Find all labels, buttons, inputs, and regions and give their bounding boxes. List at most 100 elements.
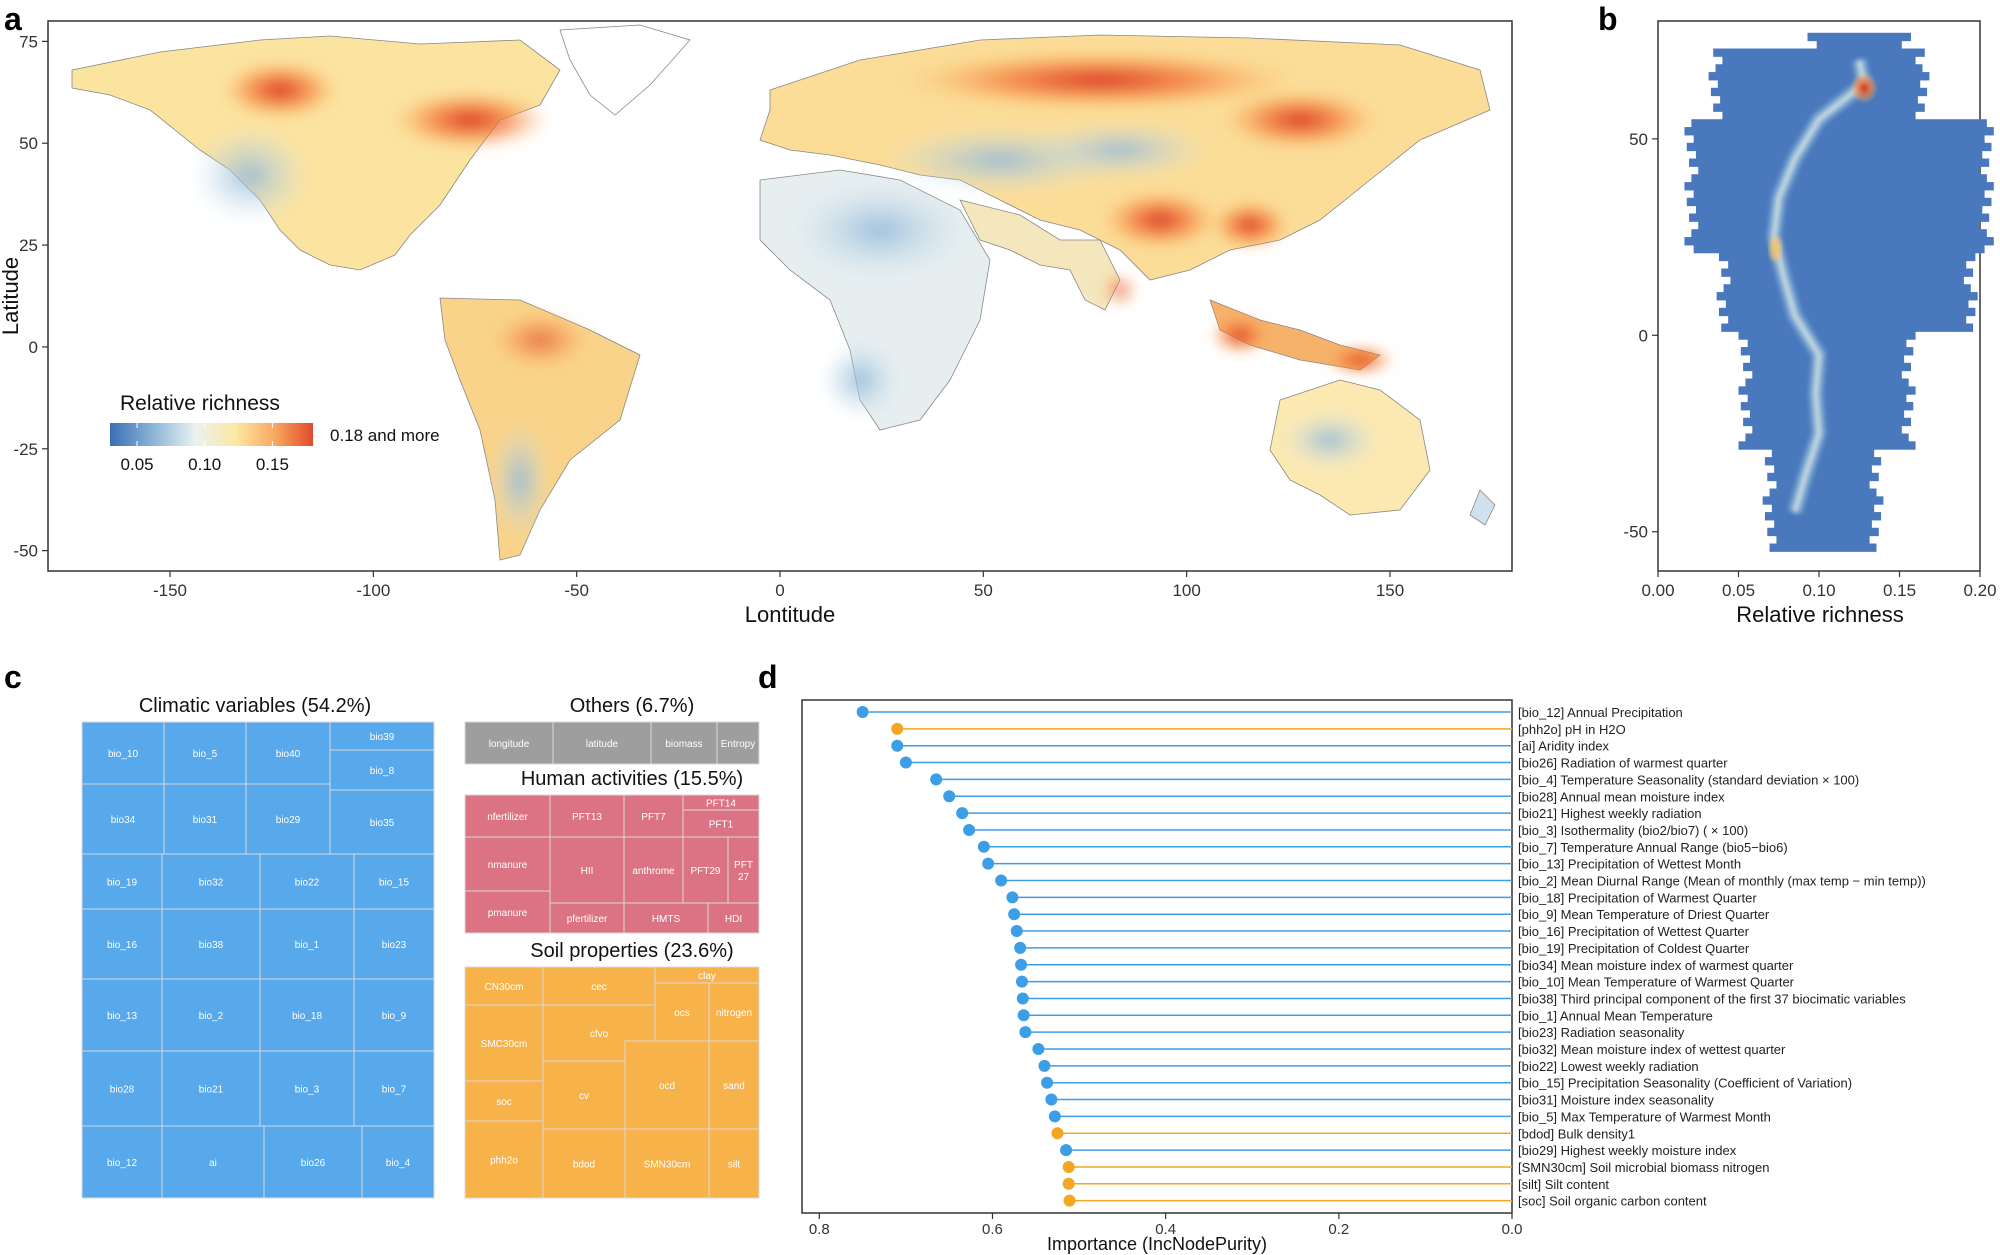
treemap-cell: bio_13 <box>81 978 163 1052</box>
heatmap-y-tick-label: -50 <box>1623 523 1648 542</box>
treemap-cell-rect <box>329 789 435 855</box>
map-x-label: Lontitude <box>745 602 836 627</box>
treemap-cell-rect <box>259 908 355 980</box>
lollipop-item: [bio_9] Mean Temperature of Driest Quart… <box>1008 907 1770 922</box>
lollipop-dot <box>1008 908 1021 921</box>
treemap-cell-label: phh2o <box>490 1156 518 1167</box>
heatmap-row <box>1717 79 1921 89</box>
map-y-ticks: -50 -25 0 25 50 75 <box>13 32 48 561</box>
treemap-cell-rect <box>682 836 729 904</box>
lollipop-item: [bio21] Highest weekly radiation <box>956 806 1702 821</box>
heatmap-x-tick-label: 0.10 <box>1802 581 1835 600</box>
treemap-cell: latitude <box>552 721 652 765</box>
treemap-cell-label: nitrogen <box>716 1008 752 1019</box>
treemap-cell-label: nmanure <box>488 860 528 871</box>
heatmap-row <box>1725 299 1969 309</box>
map-x-tick-label: 0 <box>775 581 784 600</box>
treemap-cell-rect <box>464 890 551 934</box>
heatmap-row <box>1747 394 1907 403</box>
heatmap-row <box>1752 425 1902 434</box>
heatmap-hotspot <box>1769 236 1782 261</box>
legend-tick-label: 0.05 <box>121 455 154 474</box>
treemap-cell-label: bio_19 <box>107 878 137 889</box>
treemap-cell-label: nfertilizer <box>487 812 528 823</box>
treemap-cell: bio38 <box>161 908 261 980</box>
treemap-cell-rect <box>624 1128 710 1199</box>
treemap-cell: PFT13 <box>549 794 625 838</box>
lollipop-label: [bio31] Moisture index seasonality <box>1518 1093 1714 1108</box>
treemap-cell-label: pfertilizer <box>567 914 608 925</box>
lollipop-label: [bio_10] Mean Temperature of Warmest Qua… <box>1518 975 1795 990</box>
treemap-cell-label: bio34 <box>111 815 136 826</box>
treemap-cell-label: anthrome <box>632 866 675 877</box>
map-hot-regions <box>220 50 1395 375</box>
treemap-cell: nmanure <box>464 836 551 892</box>
treemap-cell-label: bio_1 <box>295 940 320 951</box>
treemap-cell: bio28 <box>81 1050 163 1127</box>
treemap-cell-rect <box>707 902 760 934</box>
treemap-cell: bio35 <box>329 789 435 855</box>
treemap-cell-label: PFT7 <box>641 812 666 823</box>
treemap-cell-label: SMC30cm <box>481 1039 528 1050</box>
panel-b-letter: b <box>1598 1 1618 37</box>
treemap-cell: PFT1 <box>682 809 760 838</box>
treemap-cell-rect <box>716 721 760 765</box>
panel-a-letter: a <box>4 1 22 37</box>
treemap-cell: clay <box>654 966 760 984</box>
heatmap-row <box>1728 260 1967 269</box>
treemap-cell-rect <box>163 721 247 785</box>
lollipop-label: [bio_5] Max Temperature of Warmest Month <box>1518 1109 1771 1124</box>
treemap-cell-label: ai <box>209 1158 217 1169</box>
treemap-cell-rect <box>259 853 355 910</box>
heatmap-row <box>1684 182 1994 191</box>
treemap-cell: Entropy <box>716 721 760 765</box>
map-x-tick-label: 150 <box>1376 581 1404 600</box>
lollipop-item: [silt] Silt content <box>1062 1177 1609 1192</box>
treemap-cell: bio_19 <box>81 853 163 910</box>
treemap-cell: bio34 <box>81 783 165 855</box>
treemap-cell: bio_2 <box>161 978 261 1052</box>
heatmap-row <box>1738 386 1916 395</box>
lollipop-x-tick-label: 0.8 <box>809 1221 830 1238</box>
treemap-cell-rect <box>464 1080 544 1122</box>
treemap-cell: HMTS <box>623 902 709 934</box>
treemap-cell-label: bio_7 <box>382 1085 407 1096</box>
treemap-cell: bio21 <box>161 1050 261 1127</box>
legend-title: Relative richness <box>120 392 280 415</box>
treemap-cell: CN30cm <box>464 966 544 1006</box>
heatmap-row <box>1721 268 1974 277</box>
heatmap-row <box>1718 307 1976 317</box>
treemap-cell-label: PFT1 <box>709 820 734 831</box>
treemap-cell-label: cfvo <box>590 1029 609 1040</box>
lollipop-dot <box>956 807 969 820</box>
treemap-cell: soc <box>464 1080 544 1122</box>
treemap-cell: bio_10 <box>81 721 165 785</box>
lollipop-dot <box>1015 975 1028 988</box>
treemap-cell-label: HDI <box>725 914 742 925</box>
heatmap-row <box>1738 331 1916 340</box>
heatmap-row <box>1693 189 1985 199</box>
lollipop-item: [SMN30cm] Soil microbial biomass nitroge… <box>1062 1160 1769 1175</box>
treemap-cell: bio26 <box>263 1125 363 1199</box>
heatmap-row <box>1762 496 1884 505</box>
heatmap-row <box>1767 472 1879 482</box>
treemap-cell-rect <box>552 721 652 765</box>
heatmap-row <box>1689 213 1990 222</box>
treemap-cell-label: bio38 <box>199 940 224 951</box>
lollipop-dot <box>1041 1076 1054 1089</box>
lollipop-item: [bio28] Annual mean moisture index <box>943 789 1725 804</box>
treemap-cell-label: 27 <box>738 872 750 883</box>
treemap-cell-rect <box>682 809 760 838</box>
treemap-cell-rect <box>81 1125 163 1199</box>
heatmap-row <box>1738 441 1916 450</box>
lollipop-dot <box>982 857 995 870</box>
lollipop-label: [bio21] Highest weekly radiation <box>1518 806 1702 821</box>
lollipop-ticks: 0.8 0.6 0.4 0.2 0.0 <box>809 1213 1522 1238</box>
lollipop-dot <box>977 840 990 853</box>
treemap-cell-label: soc <box>496 1097 512 1108</box>
map-y-tick-label: 25 <box>19 236 38 255</box>
treemap-cell-label: PFT14 <box>706 799 736 810</box>
treemap-cell-label: sand <box>723 1081 745 1092</box>
treemap-cell: SMC30cm <box>464 1004 544 1082</box>
treemap-cell: bdod <box>542 1128 626 1199</box>
